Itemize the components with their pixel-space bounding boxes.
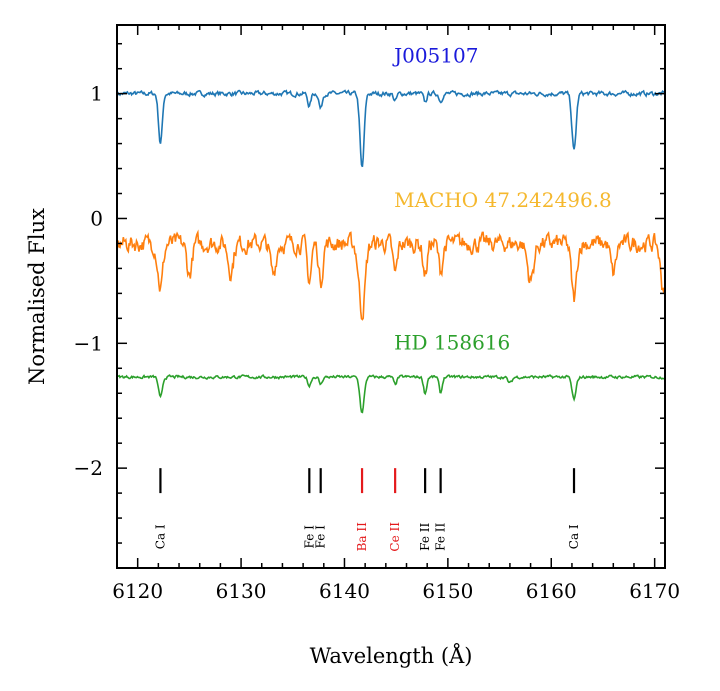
line-id-labels: Ca I Fe IFe I Ba II Ce II Fe II Fe II Ca I xyxy=(153,522,581,552)
x-axis-label: Wavelength (Å) xyxy=(310,643,473,668)
line-id-label: Fe I xyxy=(314,525,328,549)
line-id-label: Fe I xyxy=(302,525,316,549)
spectrum-series-1 xyxy=(116,229,666,321)
line-id-markers xyxy=(159,468,576,494)
line-id-label: Fe II xyxy=(434,523,448,551)
series-label-1: MACHO 47.242496.8 xyxy=(394,188,612,212)
series-label-0: J005107 xyxy=(392,43,478,67)
spectrum-series-2 xyxy=(117,374,665,414)
y-tick-label: 1 xyxy=(90,82,103,106)
x-tick-label: 6170 xyxy=(629,579,680,603)
x-tick-label: 6160 xyxy=(526,579,577,603)
line-id-label: Ca I xyxy=(153,524,167,549)
x-tick-label: 6150 xyxy=(422,579,473,603)
y-tick-label: 0 xyxy=(90,206,103,230)
spectra-group xyxy=(116,89,666,414)
line-id-label: Ba II xyxy=(355,522,369,552)
x-tick-label: 6130 xyxy=(216,579,267,603)
line-id-label: Ce II xyxy=(388,522,402,552)
y-tick-label: −2 xyxy=(74,456,103,480)
y-tick-labels: 1 0 −1 −2 xyxy=(74,82,103,480)
y-tick-label: −1 xyxy=(74,331,103,355)
series-label-2: HD 158616 xyxy=(394,331,510,355)
spectrum-series-0 xyxy=(116,89,665,168)
x-tick-label: 6120 xyxy=(112,579,163,603)
x-tick-label: 6140 xyxy=(319,579,370,603)
x-tick-labels: 6120 6130 6140 6150 6160 6170 xyxy=(112,579,680,603)
y-axis-label: Normalised Flux xyxy=(25,208,49,385)
axis-ticks xyxy=(116,25,665,568)
series-labels: J005107 MACHO 47.242496.8 HD 158616 xyxy=(392,43,612,354)
line-id-label: Ca I xyxy=(567,524,581,549)
plot-frame xyxy=(116,24,666,569)
line-id-label: Fe II xyxy=(418,523,432,551)
